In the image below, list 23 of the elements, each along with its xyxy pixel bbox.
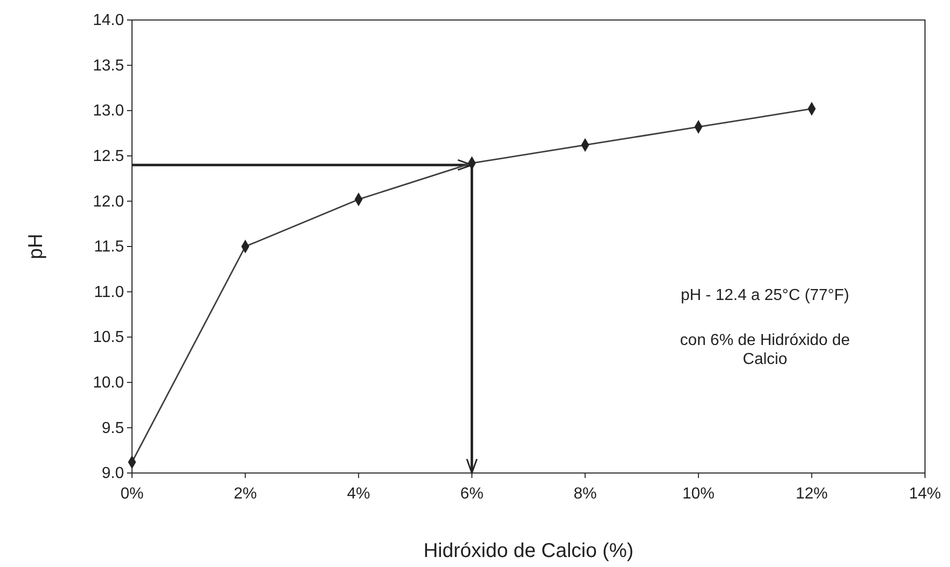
y-tick-label: 13.0: [92, 102, 124, 120]
x-tick-label: 8%: [574, 486, 597, 503]
y-tick-label: 14.0: [92, 12, 124, 30]
x-tick-label: 0%: [120, 486, 144, 503]
y-tick-label: 13.5: [92, 57, 124, 74]
y-tick-label: 9.5: [102, 420, 124, 437]
x-tick-label: 10%: [682, 486, 714, 503]
x-tick-label: 14%: [908, 486, 942, 503]
y-tick-label: 11.5: [94, 238, 124, 256]
y-tick-label: 12.0: [92, 193, 124, 210]
y-tick-label: 10.5: [92, 329, 124, 346]
x-tick-label: 2%: [234, 486, 257, 503]
y-tick-label: 10.0: [92, 374, 124, 392]
y-tick-label: 12.5: [92, 148, 124, 166]
y-axis-title: pH: [25, 234, 47, 260]
x-axis-title: Hidróxido de Calcio (%): [423, 540, 634, 562]
y-tick-label: 11.0: [94, 284, 124, 301]
x-tick-label: 4%: [347, 486, 370, 503]
x-tick-label: 12%: [796, 486, 828, 503]
y-tick-label: 9.0: [102, 465, 124, 482]
annotation: con 6% de Hidróxido de Calcio: [680, 332, 850, 368]
annotation: pH - 12.4 a 25°C (77°F): [680, 287, 850, 304]
x-tick-label: 6%: [460, 486, 484, 503]
